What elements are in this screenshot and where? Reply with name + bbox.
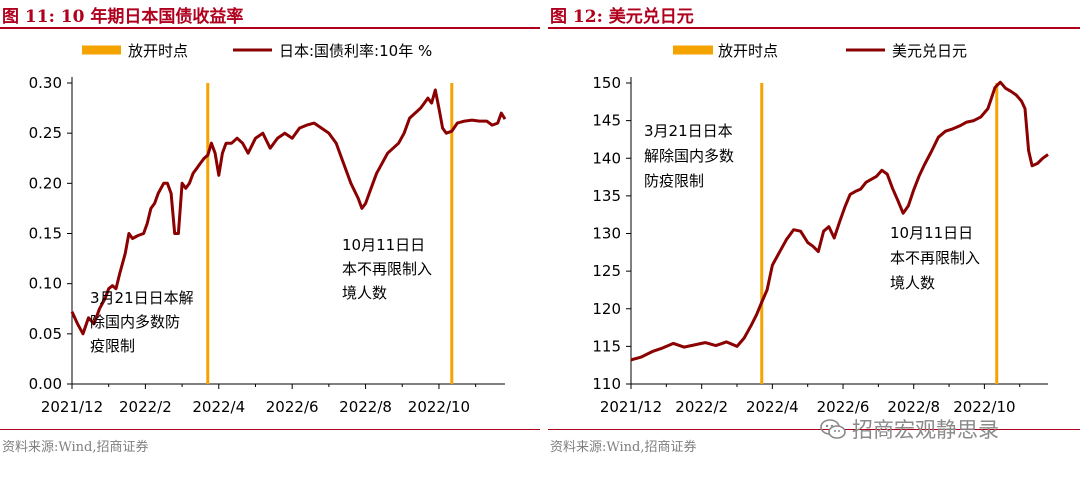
watermark: 招商宏观静思录 <box>820 414 999 444</box>
x-tick-label: 2022/10 <box>408 398 470 416</box>
source-divider <box>548 429 1080 430</box>
y-tick-label: 0.05 <box>29 325 62 343</box>
annotation-text: 3月21日日本 <box>644 122 733 140</box>
usdjpy-chart: 放开时点 美元兑日元 110 115 120 125 130 135 140 145 150 2021… <box>592 42 1049 416</box>
y-tick-label: 125 <box>592 262 621 280</box>
annotation-text: 本不再限制入 <box>342 260 432 278</box>
x-tick-label: 2022/8 <box>339 398 392 416</box>
source-divider <box>0 429 540 430</box>
annotation-text: 境人数 <box>890 274 935 292</box>
annotation-text: 10月11日日 <box>342 236 425 254</box>
y-tick-label: 120 <box>592 300 621 318</box>
jgb-yield-chart: 放开时点 日本:国债利率:10年 % 0.00 0.05 0.10 0.15 0.20 0.2… <box>29 42 507 416</box>
y-tick-label: 135 <box>592 187 621 205</box>
annotation-text: 境人数 <box>342 284 387 302</box>
y-tick-label: 110 <box>592 375 621 393</box>
y-tick-label: 0.00 <box>29 375 62 393</box>
source-note: 资料来源:Wind,招商证券 <box>2 440 149 455</box>
x-tick-label: 2022/2 <box>119 398 172 416</box>
annotation-text: 10月11日日 <box>890 224 973 242</box>
figure-title: 图 12: 美元兑日元 <box>550 7 694 27</box>
title-divider <box>0 27 540 29</box>
x-tick-label: 2022/2 <box>675 398 728 416</box>
source-note: 资料来源:Wind,招商证券 <box>550 440 697 455</box>
y-tick-label: 150 <box>592 74 621 92</box>
y-tick-label: 115 <box>592 337 621 355</box>
y-tick-label: 140 <box>592 149 621 167</box>
annotation-text: 本不再限制入 <box>890 249 980 267</box>
annotation-text: 解除国内多数 <box>644 147 734 165</box>
wechat-icon <box>820 419 846 439</box>
x-tick-label: 2022/6 <box>266 398 319 416</box>
chart-panel-usdjpy: 图 12: 美元兑日元 放开时点 美元兑日元 110 115 120 125 130 135 1… <box>548 0 1080 477</box>
x-tick-label: 2022/4 <box>746 398 799 416</box>
title-divider <box>548 27 1080 29</box>
x-tick-label: 2022/4 <box>192 398 245 416</box>
legend-marker-label: 放开时点 <box>128 42 188 60</box>
x-tick-label: 2022/8 <box>887 398 940 416</box>
x-tick-label: 2022/10 <box>953 398 1015 416</box>
watermark-text: 招商宏观静思录 <box>852 418 999 442</box>
annotation-text: 3月21日日本解 <box>90 289 194 307</box>
legend-series-label: 美元兑日元 <box>892 42 967 60</box>
y-tick-label: 0.15 <box>29 225 62 243</box>
series-line <box>630 80 1049 362</box>
annotation-text: 防疫限制 <box>644 172 704 190</box>
y-tick-label: 145 <box>592 112 621 130</box>
legend-marker-label: 放开时点 <box>718 42 778 60</box>
x-tick-label: 2022/6 <box>817 398 870 416</box>
annotation-text: 除国内多数防 <box>90 313 180 331</box>
y-tick-label: 0.10 <box>29 275 62 293</box>
legend-series-label: 日本:国债利率:10年 % <box>279 42 432 60</box>
y-tick-label: 0.20 <box>29 174 62 192</box>
series-line <box>70 88 507 336</box>
x-tick-label: 2021/12 <box>41 398 103 416</box>
figure-title: 图 11: 10 年期日本国债收益率 <box>2 7 244 27</box>
chart-panel-jgb-10y: 图 11: 10 年期日本国债收益率 放开时点 日本:国债利率:10年 % 0.00… <box>0 7 540 455</box>
y-tick-label: 0.30 <box>29 74 62 92</box>
x-tick-label: 2021/12 <box>600 398 662 416</box>
y-tick-label: 130 <box>592 225 621 243</box>
annotation-text: 疫限制 <box>90 337 135 355</box>
y-tick-label: 0.25 <box>29 124 62 142</box>
